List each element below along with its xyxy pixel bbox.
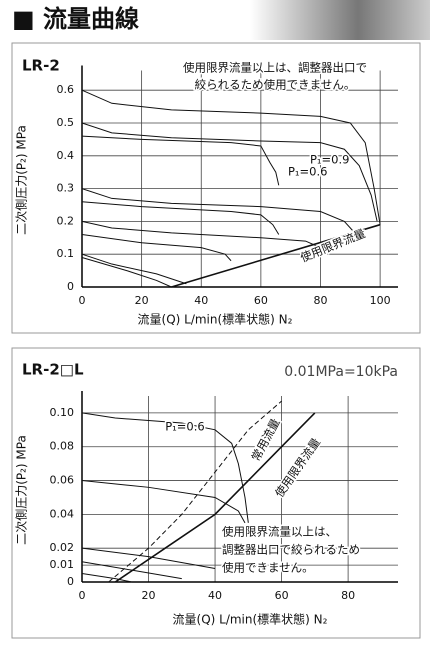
y-tick-label: 0.2 (57, 214, 75, 227)
annotation: 絞られるため使用できません。 (195, 78, 356, 92)
page-title: ■ 流量曲線 (12, 5, 139, 33)
annotation: 使用限界流量以上は、調整器出口で (183, 61, 367, 75)
line (81, 256, 172, 288)
chart-title: LR-2 (22, 57, 60, 75)
chart-frame (11, 42, 421, 334)
line (81, 412, 249, 523)
y-tick-label: 0.06 (50, 474, 75, 487)
line (81, 135, 280, 186)
y-tick-label: 0.10 (50, 406, 75, 419)
line (81, 201, 280, 235)
y-axis-label: 二次側圧力(P₂) MPa (15, 435, 29, 545)
x-tick-label: 60 (254, 294, 268, 307)
line (81, 89, 381, 225)
annotation: 使用限界流量以上は、 (222, 525, 337, 539)
y-axis-label: 二次側圧力(P₂) MPa (15, 125, 29, 235)
x-tick-label: 80 (313, 294, 327, 307)
line (81, 547, 216, 569)
annotation: P₁=0.6 (288, 165, 327, 179)
annotation: P₁=0.9 (310, 153, 349, 167)
y-tick-label: 0.01 (50, 558, 75, 571)
line (171, 223, 381, 288)
chart-subtitle: 0.01MPa=10kPa (284, 364, 398, 380)
y-tick-label: 0.04 (50, 507, 75, 520)
line (81, 253, 187, 285)
y-tick-label: 0 (67, 280, 74, 293)
line (81, 480, 246, 524)
x-tick-label: 80 (341, 589, 355, 602)
chart-title: LR-2□L (22, 361, 84, 379)
line (114, 412, 316, 583)
line (81, 188, 354, 232)
x-tick-label: 40 (208, 589, 222, 602)
y-tick-label: 0 (67, 575, 74, 588)
x-tick-label: 20 (142, 589, 156, 602)
annotation: 調整器出口で絞られるため (222, 543, 360, 557)
x-tick-label: 20 (135, 294, 149, 307)
y-tick-label: 0.1 (57, 247, 75, 260)
line (81, 573, 132, 583)
y-tick-label: 0.02 (50, 541, 75, 554)
x-tick-label: 0 (79, 589, 86, 602)
annotation: 使用できません。 (222, 561, 314, 575)
annotation: P₁=0.6 (165, 420, 204, 434)
y-tick-label: 0.3 (57, 182, 75, 195)
x-tick-label: 100 (370, 294, 391, 307)
line (81, 220, 321, 249)
annotation: 常用流量 (249, 416, 283, 463)
x-axis-label: 流量(Q) L/min(標準状態) N₂ (138, 312, 293, 327)
chart-frame (11, 347, 421, 639)
y-tick-label: 0.6 (57, 83, 75, 96)
y-tick-label: 0.4 (57, 149, 75, 162)
line (108, 400, 282, 583)
annotation: 使用限界流量 (272, 435, 323, 500)
x-tick-label: 60 (275, 589, 289, 602)
line (81, 234, 232, 262)
x-tick-label: 0 (79, 294, 86, 307)
header-image (250, 0, 430, 40)
y-tick-label: 0.08 (50, 440, 75, 453)
line (81, 122, 378, 222)
x-axis-label: 流量(Q) L/min(標準状態) N₂ (173, 612, 328, 627)
x-tick-label: 40 (194, 294, 208, 307)
y-tick-label: 0.5 (57, 116, 75, 129)
